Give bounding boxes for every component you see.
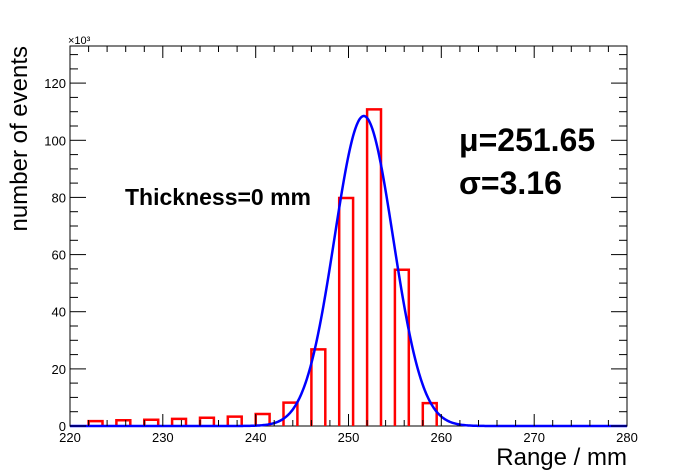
y-tick-label: 0 bbox=[59, 419, 66, 434]
y-axis-ticks: 0 20 40 60 80 100 120 bbox=[44, 54, 627, 434]
y-axis-label: number of events bbox=[6, 46, 33, 231]
histogram-bar bbox=[115, 419, 132, 426]
x-tick-label: 280 bbox=[616, 430, 638, 445]
y-tick-label: 40 bbox=[52, 305, 66, 320]
histogram-bar bbox=[310, 348, 327, 426]
y-multiplier-label: ×10³ bbox=[68, 35, 91, 47]
histogram-bar bbox=[170, 417, 188, 426]
y-tick-label: 100 bbox=[44, 133, 66, 148]
y-tick-label: 20 bbox=[52, 362, 66, 377]
histogram-bar bbox=[337, 196, 355, 426]
histogram-bar bbox=[226, 415, 243, 426]
x-tick-label: 230 bbox=[152, 430, 174, 445]
x-axis-label: Range / mm bbox=[496, 444, 627, 471]
x-tick-label: 270 bbox=[523, 430, 545, 445]
histogram-bar bbox=[393, 268, 411, 426]
x-tick-label: 260 bbox=[430, 430, 452, 445]
histogram-bar bbox=[365, 108, 383, 426]
x-tick-label: 220 bbox=[59, 430, 81, 445]
x-tick-label: 240 bbox=[245, 430, 267, 445]
y-tick-label: 80 bbox=[52, 190, 66, 205]
gaussian-fit-curve bbox=[70, 114, 627, 428]
mu-annotation: μ=251.65 bbox=[459, 122, 595, 158]
x-tick-label: 250 bbox=[338, 430, 360, 445]
plot-frame bbox=[69, 45, 628, 427]
histogram-bars bbox=[87, 108, 438, 426]
histogram-bar bbox=[421, 401, 438, 426]
y-tick-label: 60 bbox=[52, 248, 66, 263]
thickness-annotation: Thickness=0 mm bbox=[125, 184, 311, 210]
histogram-bar bbox=[282, 401, 299, 426]
sigma-annotation: σ=3.16 bbox=[459, 165, 562, 201]
x-axis-ticks: 220 230 240 250 260 270 280 bbox=[59, 46, 638, 445]
y-tick-label: 120 bbox=[44, 76, 66, 91]
